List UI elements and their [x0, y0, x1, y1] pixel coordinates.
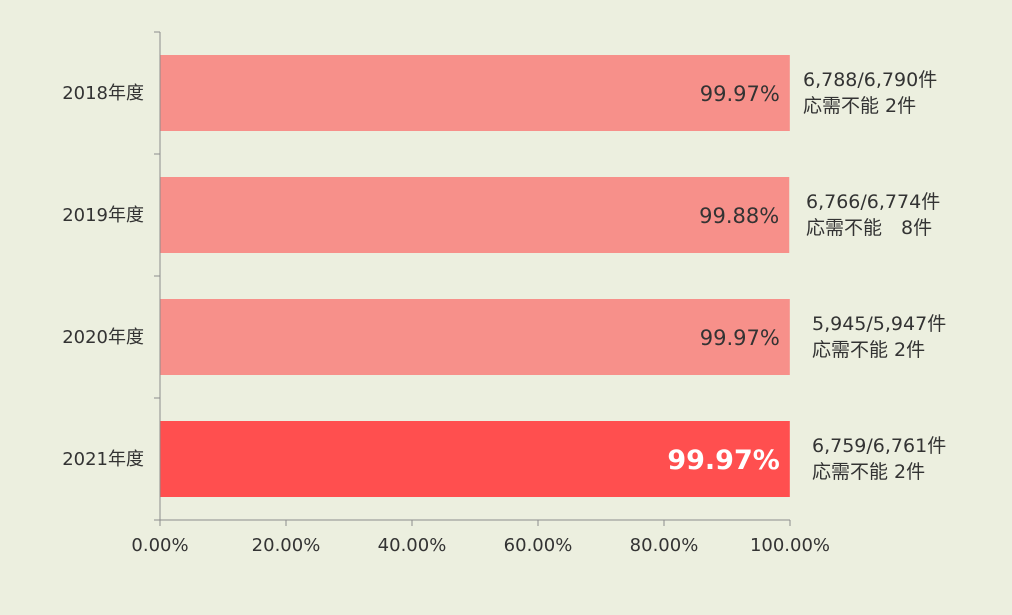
x-tick-label-3: 60.00% [504, 535, 573, 556]
bar-1 [160, 177, 790, 253]
data-label-3: 99.97% [667, 445, 779, 476]
category-label-1: 2019年度 [62, 205, 144, 226]
x-tick-label-2: 40.00% [378, 535, 447, 556]
axes-layer [154, 31, 791, 526]
annotation-note-3: 応需不能 2件 [812, 461, 925, 483]
x-tick-label-5: 100.00% [750, 535, 830, 556]
x-tick-label-4: 80.00% [630, 535, 699, 556]
annotation-note-2: 応需不能 2件 [812, 339, 925, 361]
data-label-1: 99.88% [699, 204, 779, 228]
annotation-note-0: 応需不能 2件 [803, 95, 916, 117]
bar-2 [160, 299, 790, 375]
data-label-0: 99.97% [700, 82, 780, 106]
x-tick-label-0: 0.00% [131, 535, 188, 556]
bars-layer [160, 55, 790, 497]
annotation-counts-2: 5,945/5,947件 [812, 313, 946, 335]
category-label-2: 2020年度 [62, 327, 144, 348]
annotation-note-1: 応需不能 8件 [806, 217, 932, 239]
annotation-counts-0: 6,788/6,790件 [803, 69, 937, 91]
category-label-0: 2018年度 [62, 83, 144, 104]
annotation-counts-1: 6,766/6,774件 [806, 191, 940, 213]
bar-0 [160, 55, 790, 131]
bar-3 [160, 421, 790, 497]
annotation-counts-3: 6,759/6,761件 [812, 435, 946, 457]
data-label-2: 99.97% [700, 326, 780, 350]
category-label-3: 2021年度 [62, 449, 144, 470]
x-tick-label-1: 20.00% [252, 535, 321, 556]
